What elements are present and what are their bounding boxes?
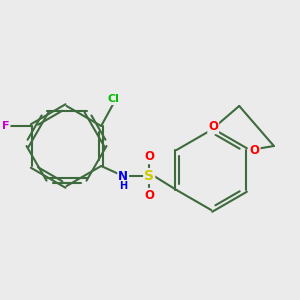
Text: Cl: Cl — [107, 94, 119, 104]
Text: H: H — [119, 181, 127, 191]
Text: N: N — [118, 169, 128, 182]
Text: O: O — [250, 143, 260, 157]
Text: F: F — [2, 121, 10, 131]
Text: O: O — [208, 120, 218, 133]
Text: O: O — [144, 189, 154, 202]
Text: O: O — [144, 150, 154, 163]
Text: S: S — [144, 169, 154, 183]
